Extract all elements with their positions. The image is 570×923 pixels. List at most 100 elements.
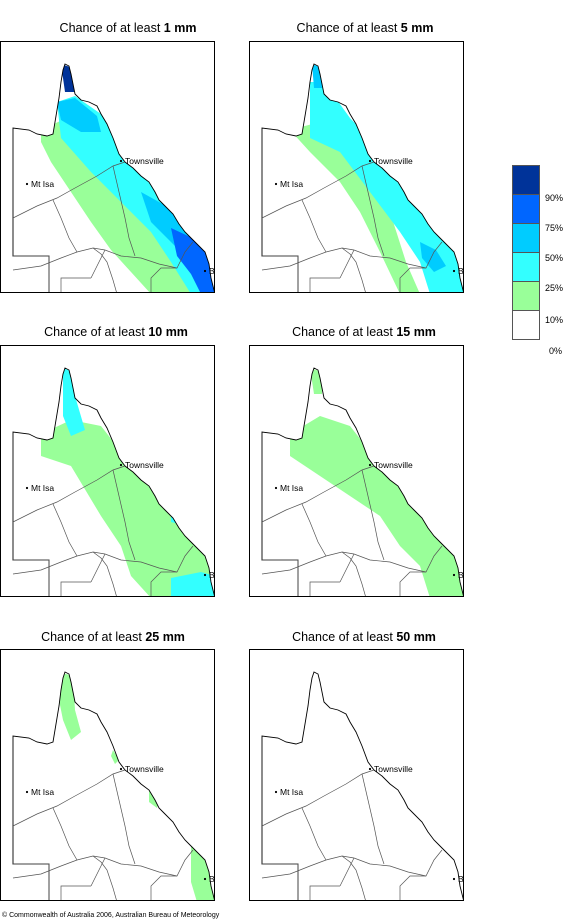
city-marker <box>119 463 123 467</box>
map-panel-15mm: Townsville Mt Isa BRIS <box>249 345 464 597</box>
district-boundary <box>90 553 106 583</box>
district-boundary <box>339 857 355 887</box>
map-panel-50mm: Townsville Mt Isa BRIS <box>249 649 464 901</box>
district-boundary <box>52 503 78 557</box>
district-boundary <box>52 807 78 861</box>
city-marker <box>274 790 278 794</box>
probability-zone <box>61 64 75 92</box>
coastline <box>12 367 214 596</box>
district-boundary <box>399 545 443 596</box>
probability-zone <box>171 572 214 596</box>
city-label-townsville: Townsville <box>374 460 413 470</box>
city-marker <box>25 182 29 186</box>
queensland-map: Townsville Mt Isa BRIS <box>261 367 463 596</box>
district-boundary <box>52 199 78 253</box>
probability-zone <box>290 122 420 292</box>
district-boundary <box>339 249 355 279</box>
city-marker <box>25 790 29 794</box>
district-boundary <box>150 849 194 900</box>
legend-swatch-50 <box>512 223 540 253</box>
city-marker <box>452 573 456 577</box>
city-label-bris: BRIS <box>209 570 215 580</box>
district-boundary <box>12 551 178 575</box>
city-label-mtisa: Mt Isa <box>31 483 54 493</box>
coastline <box>12 671 214 900</box>
coastline <box>12 63 214 292</box>
copyright-footer: © Commonwealth of Australia 2006, Austra… <box>2 912 220 919</box>
probability-field <box>41 368 214 596</box>
district-boundary <box>301 503 327 557</box>
panel-title-1mm: Chance of at least 1 mm <box>59 21 197 35</box>
legend-colorbar <box>512 165 540 340</box>
legend-label-25: 25% <box>545 283 564 293</box>
city-label-townsville: Townsville <box>125 764 164 774</box>
district-boundary <box>341 855 366 900</box>
queensland-map: Townsville Mt Isa BRIS <box>12 367 215 596</box>
district-boundary <box>361 773 385 865</box>
probability-zone <box>420 242 446 272</box>
district-boundary <box>339 553 355 583</box>
probability-zone <box>41 420 214 596</box>
probability-zone <box>57 98 101 132</box>
district-boundary <box>150 241 194 292</box>
probability-field <box>57 672 214 900</box>
map-panel-25mm: Townsville Mt Isa BRIS <box>0 649 215 901</box>
district-boundary <box>12 855 178 879</box>
city-label-mtisa: Mt Isa <box>31 179 54 189</box>
coastline <box>261 671 463 900</box>
probability-zone <box>171 228 214 292</box>
panel-title-5mm: Chance of at least 5 mm <box>296 21 434 35</box>
city-label-townsville: Townsville <box>125 460 164 470</box>
state-border <box>13 559 50 596</box>
district-boundary <box>261 551 427 575</box>
district-boundary <box>301 807 327 861</box>
probability-zone <box>290 416 463 596</box>
district-boundary <box>60 581 91 596</box>
district-boundary <box>399 241 443 292</box>
district-boundary <box>301 199 327 253</box>
state-border <box>13 255 50 292</box>
queensland-map: Townsville Mt Isa BRIS <box>261 671 464 900</box>
city-marker <box>203 877 207 881</box>
probability-field <box>290 368 463 596</box>
district-boundary <box>309 581 340 596</box>
district-boundary <box>12 769 126 827</box>
district-boundary <box>90 857 106 887</box>
map-panel-5mm: Townsville Mt Isa BRIS <box>249 41 464 293</box>
coastline <box>261 367 463 596</box>
city-label-bris: BRIS <box>209 266 215 276</box>
panel-title-50mm: Chance of at least 50 mm <box>292 630 436 644</box>
city-marker <box>452 269 456 273</box>
district-boundary <box>261 247 427 271</box>
city-marker <box>203 573 207 577</box>
panel-title-15mm: Chance of at least 15 mm <box>292 325 436 339</box>
district-boundary <box>150 545 194 596</box>
city-label-mtisa: Mt Isa <box>280 787 303 797</box>
city-label-bris: BRIS <box>458 874 464 884</box>
district-boundary <box>309 277 340 292</box>
district-boundary <box>90 249 106 279</box>
city-marker <box>368 463 372 467</box>
map-panel-10mm: Townsville Mt Isa BRIS <box>0 345 215 597</box>
panel-title-25mm: Chance of at least 25 mm <box>41 630 185 644</box>
coastline <box>261 63 463 292</box>
legend-swatch-10 <box>512 281 540 311</box>
legend-swatch-25 <box>512 252 540 282</box>
state-border <box>262 255 299 292</box>
city-marker <box>25 486 29 490</box>
city-marker <box>119 767 123 771</box>
district-boundary <box>261 769 375 827</box>
city-label-bris: BRIS <box>458 266 464 276</box>
legend-label-50: 50% <box>545 253 564 263</box>
probability-zone <box>63 368 85 436</box>
city-marker <box>452 877 456 881</box>
legend-swatch-0 <box>512 310 540 340</box>
city-marker <box>119 159 123 163</box>
queensland-map: Townsville Mt Isa BRIS <box>261 63 464 292</box>
district-boundary <box>361 469 385 561</box>
district-boundary <box>399 849 443 900</box>
district-boundary <box>92 551 117 596</box>
district-boundary <box>12 247 178 271</box>
legend-swatch-90 <box>512 165 540 195</box>
city-label-townsville: Townsville <box>125 156 164 166</box>
